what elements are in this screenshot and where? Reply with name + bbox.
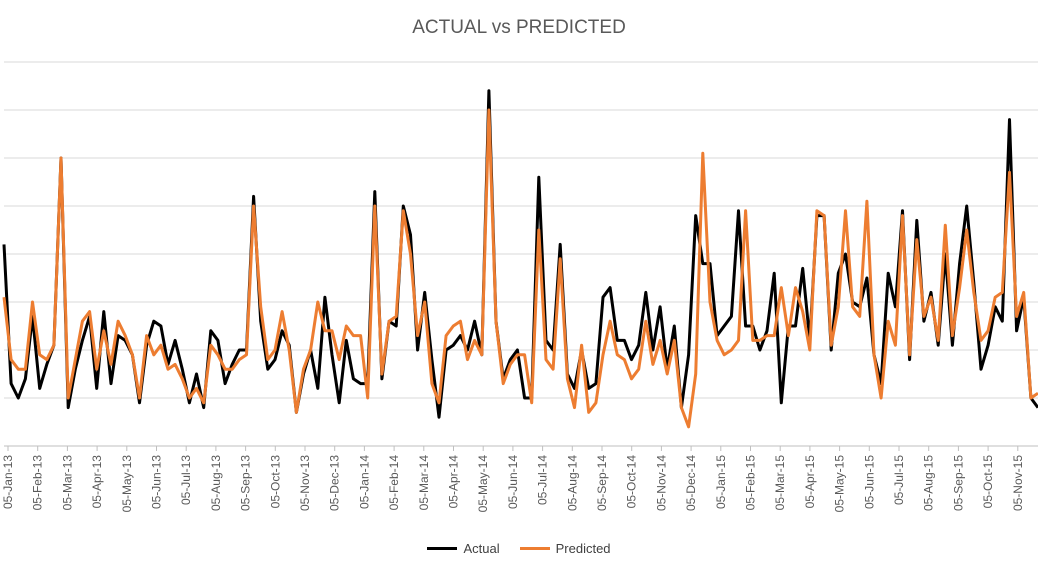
x-tick-label: 05-Aug-13 [209, 455, 223, 511]
x-tick-label: 05-Jan-15 [714, 455, 728, 509]
chart-title: ACTUAL vs PREDICTED [412, 17, 626, 38]
series-line-actual [2, 89, 1038, 419]
x-tick-label: 05-Jul-13 [179, 455, 193, 505]
x-tick-label: 05-Jun-14 [506, 455, 520, 509]
x-tick-label: 05-Jan-13 [1, 455, 15, 509]
x-tick-label: 05-Nov-15 [1011, 455, 1025, 511]
legend-swatch-predicted [519, 547, 550, 550]
legend-swatch-actual [427, 547, 458, 550]
x-tick-label: 05-Jul-14 [536, 455, 550, 505]
legend-item-actual: Actual [427, 541, 500, 556]
x-tick-label: 05-Sep-14 [595, 455, 609, 511]
x-tick-label: 05-May-15 [833, 455, 847, 513]
x-tick-label: 05-Mar-15 [773, 455, 787, 511]
x-tick-label: 05-May-14 [476, 455, 490, 513]
x-tick-label: 05-May-13 [120, 455, 134, 513]
legend-label-actual: Actual [463, 541, 500, 556]
x-tick-label: 05-Aug-15 [922, 455, 936, 511]
x-tick-label: 05-Oct-14 [625, 455, 639, 509]
gridlines [4, 61, 1038, 447]
series-line-predicted [2, 108, 1038, 429]
x-tick-label: 05-Dec-13 [328, 455, 342, 511]
x-axis [7, 446, 1019, 451]
x-tick-label: 05-Feb-13 [31, 455, 45, 511]
series-lines [2, 89, 1038, 429]
x-tick-label: 05-Feb-15 [744, 455, 758, 511]
x-tick-labels: 05-Jan-13 05-Feb-13 05-Mar-13 05-Apr-13 05-M… [1, 455, 1025, 513]
x-tick-label: 05-Feb-14 [387, 455, 401, 511]
x-tick-label: 05-Dec-14 [684, 455, 698, 511]
x-tick-label: 05-Oct-15 [981, 455, 995, 509]
x-tick-label: 05-Oct-13 [268, 455, 282, 509]
x-tick-label: 05-Jun-15 [862, 455, 876, 509]
x-tick-label: 05-Sep-13 [239, 455, 253, 511]
x-tick-label: 05-Sep-15 [951, 455, 965, 511]
x-tick-label: 05-Apr-13 [90, 455, 104, 509]
x-tick-label: 05-Jul-15 [892, 455, 906, 505]
legend: Actual Predicted [0, 541, 1038, 556]
x-tick-label: 05-Apr-15 [803, 455, 817, 509]
x-tick-label: 05-Nov-14 [654, 455, 668, 511]
x-tick-label: 05-Aug-14 [565, 455, 579, 511]
x-tick-label: 05-Apr-14 [447, 455, 461, 509]
x-tick-label: 05-Mar-14 [417, 455, 431, 511]
x-tick-label: 05-Nov-13 [298, 455, 312, 511]
x-tick-label: 05-Jun-13 [150, 455, 164, 509]
x-tick-label: 05-Jan-14 [357, 455, 371, 509]
legend-label-predicted: Predicted [555, 541, 611, 556]
legend-item-predicted: Predicted [519, 541, 611, 556]
x-tick-label: 05-Mar-13 [60, 455, 74, 511]
